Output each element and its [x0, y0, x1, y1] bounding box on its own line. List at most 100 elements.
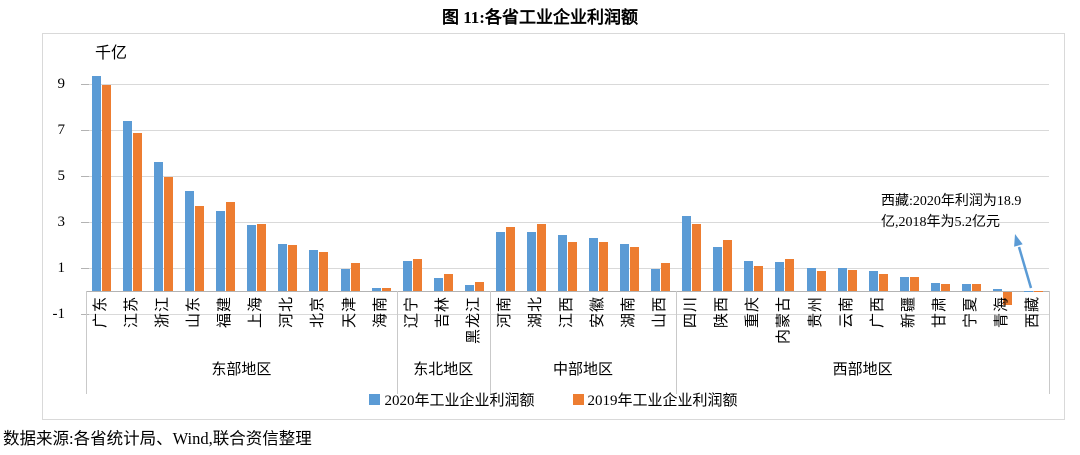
x-category-label: 上海 — [248, 296, 265, 329]
legend-swatch-2020-icon — [369, 394, 381, 405]
bar-2020年-广东 — [92, 75, 102, 291]
x-category-label: 湖南 — [621, 296, 638, 329]
bar-2019年-海南 — [381, 287, 391, 291]
bar-2019年-黑龙江 — [474, 281, 484, 291]
bar-2019年-宁夏 — [971, 284, 981, 291]
bar-2019年-辽宁 — [412, 258, 422, 291]
group-divider — [86, 291, 87, 394]
x-category-label: 吉林 — [434, 296, 451, 329]
y-axis-unit-label: 千亿 — [95, 45, 128, 62]
x-category-label: 贵州 — [807, 296, 824, 329]
x-category-label: 广东 — [93, 296, 110, 329]
bar-2019年-安徽 — [599, 241, 609, 291]
y-tick-label: 3 — [57, 214, 66, 230]
bar-2020年-安徽 — [589, 238, 599, 291]
bar-2019年-四川 — [692, 224, 702, 291]
x-category-label: 辽宁 — [403, 296, 420, 329]
x-category-label: 陕西 — [714, 296, 731, 329]
x-category-label: 浙江 — [155, 296, 172, 329]
y-tick-mark — [81, 176, 89, 177]
x-category-label: 江苏 — [124, 296, 141, 329]
bar-2020年-吉林 — [433, 278, 443, 291]
bar-2019年-江苏 — [133, 133, 143, 291]
bar-2020年-新疆 — [899, 277, 909, 291]
x-category-label: 广西 — [869, 296, 886, 329]
bar-2020年-江苏 — [123, 120, 133, 291]
bar-2019年-青海 — [1002, 292, 1012, 305]
bar-2020年-山西 — [651, 269, 661, 291]
gridline-1 — [86, 268, 1049, 269]
group-divider — [1049, 291, 1050, 394]
x-category-label: 天津 — [341, 296, 358, 329]
bar-2020年-福建 — [216, 210, 226, 291]
bar-2020年-海南 — [371, 288, 381, 291]
y-tick-mark — [81, 222, 89, 223]
bar-2019年-山东 — [195, 205, 205, 291]
x-category-label: 西藏 — [1024, 296, 1041, 329]
x-category-label: 四川 — [683, 296, 700, 329]
legend-swatch-2019-icon — [572, 394, 584, 405]
gridline-7 — [86, 130, 1049, 131]
legend-item-2020: 2020年工业企业利润额 — [369, 389, 535, 410]
bar-2019年-吉林 — [443, 273, 453, 291]
bar-2019年-北京 — [319, 251, 329, 291]
data-source-note: 数据来源:各省统计局、Wind,联合资信整理 — [3, 429, 312, 448]
bar-2019年-湖北 — [536, 224, 546, 291]
x-category-label: 河北 — [279, 296, 296, 329]
bar-2019年-江西 — [568, 241, 577, 291]
gridline-9 — [86, 84, 1049, 85]
x-category-label: 湖北 — [527, 296, 544, 329]
region-group-label: 东北地区 — [413, 362, 474, 378]
y-tick-label: 1 — [57, 260, 66, 276]
y-tick-label: 7 — [57, 122, 66, 138]
tibet-annotation-line2: 亿,2018年为5.2亿元 — [881, 215, 1000, 230]
bar-2020年-浙江 — [154, 162, 164, 291]
y-tick-label: 5 — [57, 168, 66, 184]
bar-2019年-内蒙古 — [785, 258, 795, 291]
bar-2020年-河南 — [495, 232, 505, 291]
bar-2020年-广西 — [868, 271, 878, 291]
bar-2020年-贵州 — [806, 268, 816, 291]
legend-label-2020: 2020年工业企业利润额 — [384, 393, 535, 409]
bar-2020年-四川 — [682, 216, 692, 291]
bar-2020年-陕西 — [713, 247, 723, 291]
bar-2020年-天津 — [340, 269, 350, 291]
bar-2019年-天津 — [350, 263, 360, 291]
x-category-label: 北京 — [310, 296, 327, 329]
x-category-label: 青海 — [993, 296, 1010, 329]
x-category-label: 海南 — [372, 296, 389, 329]
bar-2019年-贵州 — [816, 271, 826, 291]
bar-2019年-湖南 — [630, 247, 640, 291]
tibet-annotation: 西藏:2020年利润为18.9 亿,2018年为5.2亿元 — [881, 191, 1071, 233]
bar-2020年-湖北 — [526, 232, 536, 291]
annotation-arrow-icon — [1014, 234, 1033, 289]
bar-2020年-江西 — [558, 234, 567, 291]
group-divider — [396, 291, 398, 394]
x-category-label: 江西 — [559, 296, 575, 329]
bar-2019年-河南 — [505, 226, 515, 291]
bar-2019年-云南 — [847, 270, 857, 291]
bar-2020年-青海 — [992, 288, 1002, 291]
bar-2019年-重庆 — [754, 265, 764, 291]
bar-2020年-辽宁 — [402, 261, 412, 291]
chart-area: 千亿 9 7 5 3 1 -1 广东 江苏 浙江 山东 福建 上海 河北 北京 天津 海南 东部地区 辽宁 吉林 黑龙… — [42, 33, 1065, 420]
legend-item-2019: 2019年工业企业利润额 — [572, 389, 738, 410]
bar-2019年-甘肃 — [940, 284, 950, 291]
bar-2020年-湖南 — [620, 243, 630, 291]
bar-2020年-上海 — [247, 225, 257, 291]
x-category-label: 河南 — [496, 296, 513, 329]
bar-2020年-西藏 — [1023, 290, 1033, 291]
y-tick-mark — [81, 84, 89, 85]
bar-2019年-西藏 — [1033, 290, 1043, 291]
region-group-label: 西部地区 — [832, 362, 893, 378]
figure-title: 图 11:各省工业企业利润额 — [442, 8, 638, 27]
bar-2019年-浙江 — [164, 177, 174, 291]
y-tick-label: 9 — [57, 76, 66, 92]
legend: 2020年工业企业利润额 2019年工业企业利润额 — [43, 389, 1064, 410]
tibet-annotation-line1: 西藏:2020年利润为18.9 — [881, 194, 1022, 209]
x-category-label: 重庆 — [745, 296, 762, 329]
y-tick-mark — [81, 314, 89, 315]
bar-2020年-重庆 — [744, 261, 754, 291]
x-category-label: 新疆 — [900, 296, 917, 329]
gridline--1 — [86, 314, 1049, 315]
